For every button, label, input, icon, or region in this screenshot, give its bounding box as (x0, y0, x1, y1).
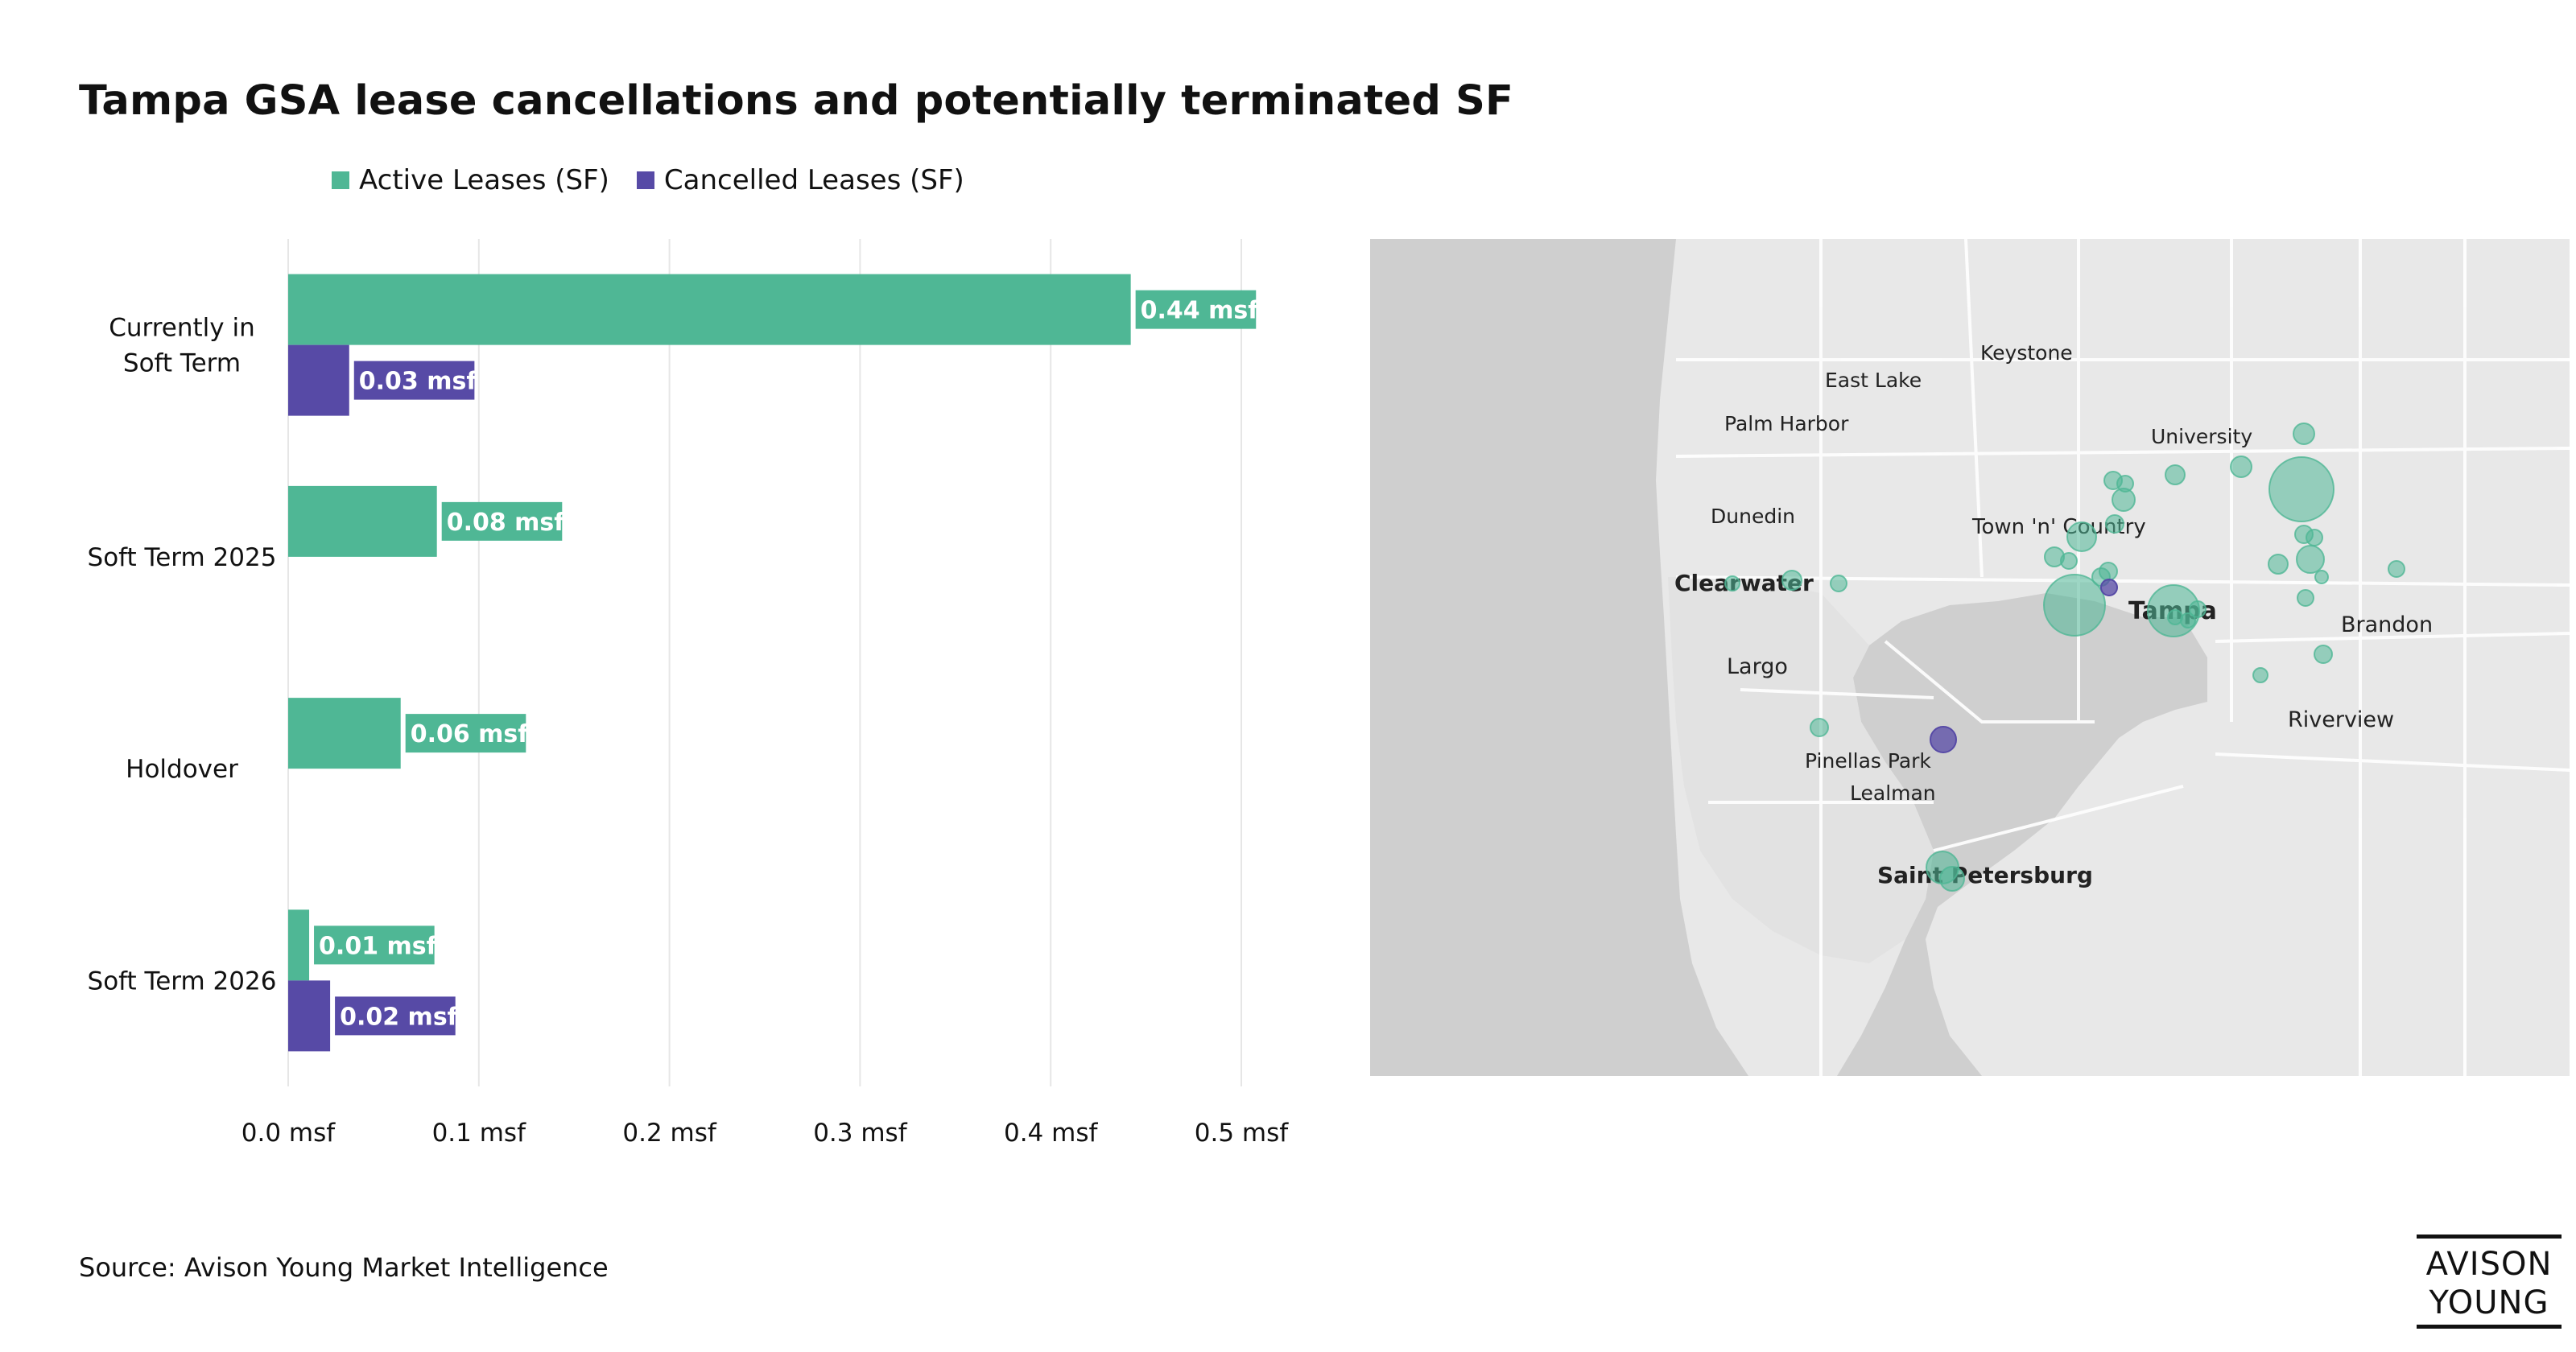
map-marker-active (2314, 645, 2333, 664)
map-marker-active (2105, 514, 2124, 534)
map-marker-cancelled (2100, 579, 2118, 596)
data-label-active: 0.06 msf (411, 720, 530, 748)
data-label-cancelled: 0.02 msf (340, 1003, 459, 1031)
y-category-label: Holdover (126, 755, 238, 784)
map-marker-active (2189, 600, 2207, 618)
x-tick-label: 0.5 msf (1195, 1119, 1290, 1148)
map-label-pinellas-park: Pinellas Park (1805, 749, 1931, 773)
legend-item-active: Active Leases (SF) (332, 164, 609, 196)
map-marker-active (2060, 552, 2078, 570)
legend-item-cancelled: Cancelled Leases (SF) (636, 164, 964, 196)
logo-bottom-rule (2417, 1325, 2562, 1329)
y-category-label: Soft Term (123, 349, 241, 378)
legend-label-cancelled: Cancelled Leases (SF) (663, 164, 964, 196)
map-marker-active (1810, 718, 1829, 737)
x-tick-label: 0.0 msf (242, 1119, 336, 1148)
y-category-label: Soft Term 2025 (88, 543, 277, 572)
map-marker-active (2293, 422, 2315, 445)
map-marker-active (2116, 475, 2134, 493)
data-label-bg-cancelled (335, 996, 456, 1036)
bar-active (288, 698, 401, 769)
avison-young-logo: AVISON YOUNG (2417, 1235, 2562, 1329)
map-markers-cancelled (1930, 579, 2118, 753)
map-label-east-lake: East Lake (1825, 369, 1922, 392)
x-tick-label: 0.2 msf (622, 1119, 717, 1148)
bar-active (288, 909, 310, 981)
logo-line-1: AVISON (2426, 1246, 2553, 1283)
map-marker-active (2388, 560, 2405, 578)
data-label-active: 0.44 msf (1141, 297, 1260, 325)
map-marker-active (2252, 667, 2268, 683)
map-marker-active (2165, 464, 2186, 485)
map-roads (1675, 239, 2570, 1076)
y-category-label: Soft Term 2026 (88, 967, 277, 995)
chart-title: Tampa GSA lease cancellations and potent… (79, 77, 1514, 125)
map-label-saint-petersburg: Saint Petersburg (1877, 862, 2093, 888)
map-label-dunedin: Dunedin (1711, 505, 1795, 528)
y-category-label: Currently in (109, 314, 255, 343)
map-marker-active (2306, 529, 2323, 546)
bar-active (288, 485, 437, 557)
map-land-peninsula (1668, 577, 1934, 963)
logo-line-2: YOUNG (2429, 1284, 2549, 1321)
bar-cancelled (288, 980, 331, 1052)
bar-cancelled (288, 344, 349, 416)
map-label-palm-harbor: Palm Harbor (1724, 412, 1849, 435)
data-label-active: 0.01 msf (319, 932, 438, 960)
data-label-bg-active (441, 501, 563, 541)
map-marker-active (1781, 570, 1802, 591)
map-marker-active (2296, 545, 2325, 574)
map-marker-cancelled (1930, 726, 1957, 753)
map-marker-active (1830, 575, 1847, 592)
map-marker-active (2314, 570, 2329, 584)
map-label-riverview: Riverview (2288, 707, 2394, 732)
map-marker-active (2167, 609, 2183, 625)
bar-chart: 0.0 msf 0.1 msf 0.2 msf 0.3 msf 0.4 msf 0.5 m… (88, 239, 1290, 1148)
data-label-active: 0.08 msf (447, 509, 566, 537)
legend-swatch-active (332, 171, 349, 189)
map-label-lealman: Lealman (1850, 781, 1936, 805)
map-marker-active (1939, 866, 1965, 892)
data-label-cancelled: 0.03 msf (359, 368, 478, 396)
map-markers-active (1724, 422, 2405, 892)
data-label-bg-cancelled (353, 361, 475, 400)
legend-label-active: Active Leases (SF) (359, 164, 609, 196)
map-marker-active (2268, 554, 2289, 575)
data-label-bg-active (405, 714, 526, 753)
x-tick-label: 0.4 msf (1004, 1119, 1099, 1148)
data-label-bg-active (314, 925, 435, 965)
map-marker-active (2268, 456, 2334, 522)
map-marker-active (1724, 575, 1740, 592)
map-label-largo: Largo (1727, 654, 1788, 679)
x-tick-label: 0.1 msf (432, 1119, 527, 1148)
source-note: Source: Avison Young Market Intelligence (79, 1252, 609, 1283)
chart-legend: Active Leases (SF) Cancelled Leases (SF) (332, 164, 992, 196)
bar-active (288, 274, 1131, 345)
legend-swatch-cancelled (636, 171, 654, 189)
map-label-university: University (2151, 425, 2252, 448)
tampa-bay-map: Keystone East Lake Palm Harbor Universit… (1370, 239, 2570, 1076)
map-label-keystone: Keystone (1980, 341, 2073, 365)
map-marker-active (2297, 589, 2314, 607)
x-tick-label: 0.3 msf (813, 1119, 908, 1148)
map-label-brandon: Brandon (2341, 612, 2433, 637)
map-marker-active (2230, 455, 2252, 478)
logo-top-rule (2417, 1235, 2562, 1239)
map-marker-active (2043, 574, 2106, 637)
data-label-bg-active (1135, 290, 1257, 329)
map-marker-active (2066, 521, 2097, 552)
